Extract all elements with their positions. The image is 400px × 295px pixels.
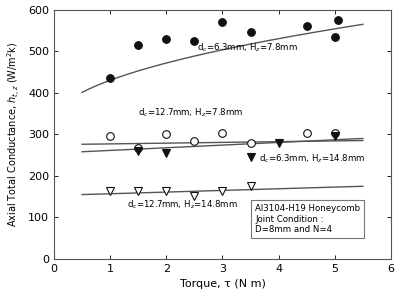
Text: d$_c$=12.7mm, H$_z$=14.8mm: d$_c$=12.7mm, H$_z$=14.8mm (127, 199, 238, 211)
Text: d$_c$=6.3mm, H$_z$=14.8mm: d$_c$=6.3mm, H$_z$=14.8mm (259, 153, 366, 165)
Text: d$_c$=12.7mm, H$_z$=7.8mm: d$_c$=12.7mm, H$_z$=7.8mm (138, 106, 244, 119)
X-axis label: Torque, τ (N m): Torque, τ (N m) (180, 279, 266, 289)
Text: d$_c$=6.3mm, H$_z$=7.8mm: d$_c$=6.3mm, H$_z$=7.8mm (197, 42, 298, 54)
Y-axis label: Axial Total Conductance, $h_{t,z}$ (W/m$^2$k): Axial Total Conductance, $h_{t,z}$ (W/m$… (6, 42, 22, 227)
Text: Al3104-H19 Honeycomb
Joint Condition :
D=8mm and N=4: Al3104-H19 Honeycomb Joint Condition : D… (255, 204, 360, 234)
